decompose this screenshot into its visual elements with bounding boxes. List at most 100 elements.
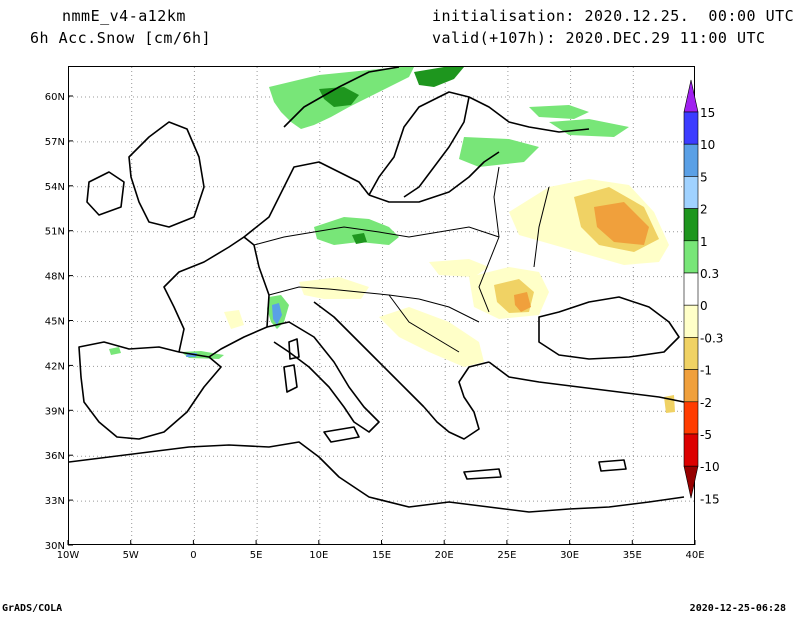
lat-tick-label: 42N <box>45 361 65 372</box>
neg-area-italy-north <box>299 277 369 299</box>
lon-tick-label: 35E <box>623 550 642 561</box>
colorbar-label: 2 <box>700 203 708 217</box>
country-borders <box>253 166 550 353</box>
snow-area-finland-coast <box>529 105 589 119</box>
lat-tick-labels: 30N 33N 36N 39N 42N 45N 48N 51N 54N 57N 60N <box>45 92 73 552</box>
init-time: initialisation: 2020.12.25. 00:00 UTC <box>432 7 794 25</box>
coast-ireland <box>86 171 125 216</box>
coast-finland <box>468 96 590 133</box>
colorbar-label: -0.3 <box>700 331 723 345</box>
lat-tick-label: 60N <box>45 92 65 103</box>
lat-tick-label: 48N <box>45 272 65 283</box>
neg-area-russia-core <box>594 202 649 245</box>
lon-tick-labels: 10W 5W 0 5E 10E 15E 20E 25E 30E 35E 40E <box>57 540 705 561</box>
coast-north-africa <box>69 441 685 513</box>
colorbar-label: 15 <box>700 106 715 120</box>
border-balkans <box>388 294 480 353</box>
colorbar-swatch <box>683 401 699 435</box>
valid-value: 2020.DEC.29 11:00 UTC <box>565 29 766 47</box>
lat-tick-label: 36N <box>45 451 65 462</box>
coast-baltic-south <box>368 151 500 203</box>
colorbar-label: -2 <box>700 396 712 410</box>
colorbar-swatch <box>683 176 699 209</box>
snow-area-iberia-north <box>109 347 121 355</box>
colorbar-top-arrow <box>683 79 699 113</box>
snow-area-scandinavia-east <box>414 67 464 87</box>
lon-tick-label: 5W <box>123 550 139 561</box>
colorbar-label: 0 <box>700 299 708 313</box>
lat-tick-label: 57N <box>45 137 65 148</box>
negative-accumulation-areas <box>224 179 675 413</box>
lat-tick-label: 54N <box>45 182 65 193</box>
lon-tick-label: 10W <box>57 550 80 561</box>
coast-turkey <box>488 361 685 403</box>
colorbar-label: 0.3 <box>700 267 719 281</box>
coast-iberia <box>78 341 222 440</box>
colorbar-swatch <box>683 111 699 145</box>
colorbar-label: -5 <box>700 428 712 442</box>
colorbar-label: -15 <box>700 492 720 506</box>
lon-tick-label: 5E <box>250 550 263 561</box>
coast-crete <box>463 468 502 480</box>
colorbar-label: -1 <box>700 364 712 378</box>
colorbar-label: -10 <box>700 460 720 474</box>
map-canvas <box>69 67 694 544</box>
map-panel <box>68 66 695 545</box>
colorbar-label: 1 <box>700 235 708 249</box>
colorbar: 15 10 5 2 1 0.3 0 -0.3 -1 -2 -5 -10 -15 <box>683 79 723 506</box>
border-alps <box>268 286 420 300</box>
border-central-europe <box>253 226 500 246</box>
timestamp-label: 2020-12-25-06:28 <box>689 603 786 614</box>
coastlines <box>69 67 685 513</box>
coast-sicily <box>323 426 360 443</box>
valid-time: valid(+107h): 2020.DEC.29 11:00 UTC <box>432 29 766 47</box>
coast-scandinavia <box>283 67 470 198</box>
neg-area-ukraine-west <box>429 259 489 277</box>
colorbar-swatch <box>683 143 699 177</box>
lon-tick-label: 15E <box>372 550 391 561</box>
colorbar-swatch <box>683 240 699 274</box>
lat-tick-label: 30N <box>45 541 65 552</box>
valid-label: valid(+107h): <box>432 29 556 47</box>
coast-cyprus <box>598 459 627 472</box>
coast-north-sea-continent <box>243 161 370 238</box>
lat-tick-label: 51N <box>45 227 65 238</box>
colorbar-swatch <box>683 337 699 370</box>
lon-tick-label: 10E <box>309 550 328 561</box>
colorbar-label: 10 <box>700 138 715 152</box>
lon-tick-label: 20E <box>435 550 454 561</box>
neg-area-alps-south <box>224 310 244 329</box>
colorbar-swatch <box>683 208 699 242</box>
lon-tick-label: 40E <box>685 550 704 561</box>
colorbar-swatch <box>683 304 699 338</box>
snow-area-germany <box>314 217 399 245</box>
neg-area-romania-core <box>514 292 531 312</box>
border-eastern-europe <box>478 166 550 313</box>
init-label: initialisation: <box>432 7 575 25</box>
lon-tick-label: 30E <box>560 550 579 561</box>
colorbar-swatch <box>683 272 699 306</box>
snow-area-gulf-finland <box>549 119 629 137</box>
variable-title: 6h Acc.Snow [cm/6h] <box>30 29 212 47</box>
coast-corsica <box>288 338 300 360</box>
coast-italy <box>266 321 380 433</box>
lon-tick-label: 25E <box>497 550 516 561</box>
init-value: 2020.12.25. 00:00 UTC <box>584 7 795 25</box>
colorbar-bottom-arrow <box>683 465 699 499</box>
snow-area-alps-core <box>272 303 282 325</box>
snow-accumulation-areas <box>109 67 629 359</box>
lon-tick-label: 0 <box>190 550 196 561</box>
lat-tick-label: 39N <box>45 406 65 417</box>
coast-britain <box>128 121 205 228</box>
coast-adriatic-east <box>313 301 425 408</box>
lat-tick-label: 45N <box>45 317 65 328</box>
coast-black-sea <box>538 296 680 360</box>
neg-area-balkans <box>379 307 484 367</box>
model-title: nmmE_v4-a12km <box>62 7 186 25</box>
colorbar-label: 5 <box>700 170 708 184</box>
snow-area-bohemia <box>352 233 367 244</box>
lat-tick-label: 33N <box>45 496 65 507</box>
credit-label: GrADS/COLA <box>2 603 63 614</box>
coast-sardinia <box>283 364 298 393</box>
